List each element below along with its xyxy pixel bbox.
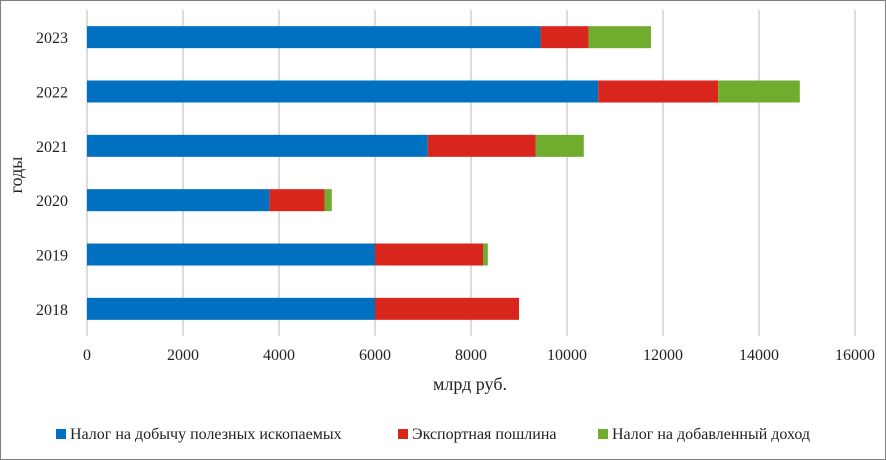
bars	[87, 26, 800, 320]
bar-segment-2022-series-1	[87, 80, 599, 103]
bar-segment-2023-series-1	[87, 26, 541, 49]
y-tick-label: 2020	[36, 193, 68, 210]
grid-lines	[86, 10, 856, 336]
bar-segment-2018-series-1	[87, 297, 375, 320]
x-tick-label: 14000	[739, 347, 779, 364]
x-axis-title: млрд руб.	[433, 374, 507, 394]
y-tick-label: 2022	[36, 85, 68, 102]
legend-label: Экспортная пошлина	[412, 426, 557, 443]
bar-segment-2021-series-2	[427, 134, 536, 157]
legend-swatch	[598, 429, 608, 439]
y-axis-title: годы	[6, 157, 26, 194]
bar-segment-2023-series-3	[588, 26, 651, 49]
bar-segment-2018-series-2	[375, 297, 519, 320]
bar-segment-2020-series-2	[269, 189, 325, 212]
legend: Налог на добычу полезных ископаемых Экспо…	[56, 426, 810, 443]
y-tick-label: 2021	[36, 139, 68, 156]
legend-swatch	[56, 429, 66, 439]
bar-segment-2020-series-1	[87, 189, 270, 212]
y-tick-label: 2019	[36, 248, 68, 265]
y-tick-labels: 2018 2019 2020 2021 2022 2023	[36, 30, 68, 319]
x-tick-label: 16000	[835, 347, 875, 364]
x-tick-label: 12000	[643, 347, 683, 364]
x-tick-label: 8000	[455, 347, 487, 364]
y-tick-label: 2018	[36, 302, 68, 319]
x-tick-label: 4000	[263, 347, 295, 364]
bar-segment-2022-series-3	[718, 80, 800, 103]
x-tick-label: 10000	[547, 347, 587, 364]
legend-swatch	[398, 429, 408, 439]
bar-segment-2019-series-3	[483, 243, 488, 266]
x-tick-label: 6000	[359, 347, 391, 364]
bar-segment-2021-series-1	[87, 134, 428, 157]
bar-segment-2021-series-3	[535, 134, 584, 157]
legend-item: Налог на добычу полезных ископаемых	[56, 426, 342, 443]
bar-segment-2023-series-2	[540, 26, 589, 49]
bar-segment-2020-series-3	[324, 189, 332, 212]
y-tick-label: 2023	[36, 30, 68, 47]
bar-segment-2022-series-2	[598, 80, 719, 103]
x-tick-label: 2000	[167, 347, 199, 364]
legend-item: Экспортная пошлина	[398, 426, 557, 443]
bar-segment-2019-series-2	[375, 243, 483, 266]
legend-item: Налог на добавленный доход	[598, 426, 810, 443]
legend-label: Налог на добычу полезных ископаемых	[70, 426, 342, 443]
legend-label: Налог на добавленный доход	[612, 426, 810, 443]
x-tick-labels: 0 2000 4000 6000 8000 10000 12000 14000 16000	[83, 347, 875, 364]
x-tick-label: 0	[83, 347, 91, 364]
bar-segment-2019-series-1	[87, 243, 375, 266]
